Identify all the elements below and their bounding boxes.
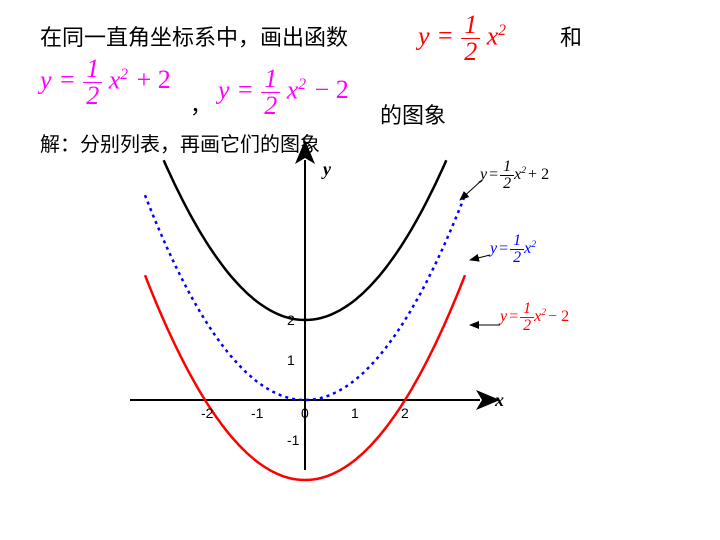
- svg-text:2: 2: [287, 312, 295, 328]
- legend-upper: y=12x2+ 2: [480, 159, 551, 192]
- legend-lower: y=12x2− 2: [500, 301, 571, 334]
- svg-text:-2: -2: [201, 405, 214, 421]
- leader-upper: [460, 180, 482, 200]
- svg-text:0: 0: [301, 405, 309, 421]
- svg-text:1: 1: [287, 352, 295, 368]
- svg-text:x: x: [494, 390, 504, 410]
- legend-mid: y=12x2: [490, 233, 536, 266]
- svg-text:y: y: [321, 159, 332, 179]
- svg-text:1: 1: [351, 405, 359, 421]
- svg-text:-1: -1: [251, 405, 264, 421]
- svg-text:-1: -1: [287, 432, 300, 448]
- axes: [130, 160, 480, 470]
- leader-mid: [470, 255, 490, 260]
- parabola-chart: xy-2-1012-112: [0, 0, 720, 540]
- svg-text:2: 2: [401, 405, 409, 421]
